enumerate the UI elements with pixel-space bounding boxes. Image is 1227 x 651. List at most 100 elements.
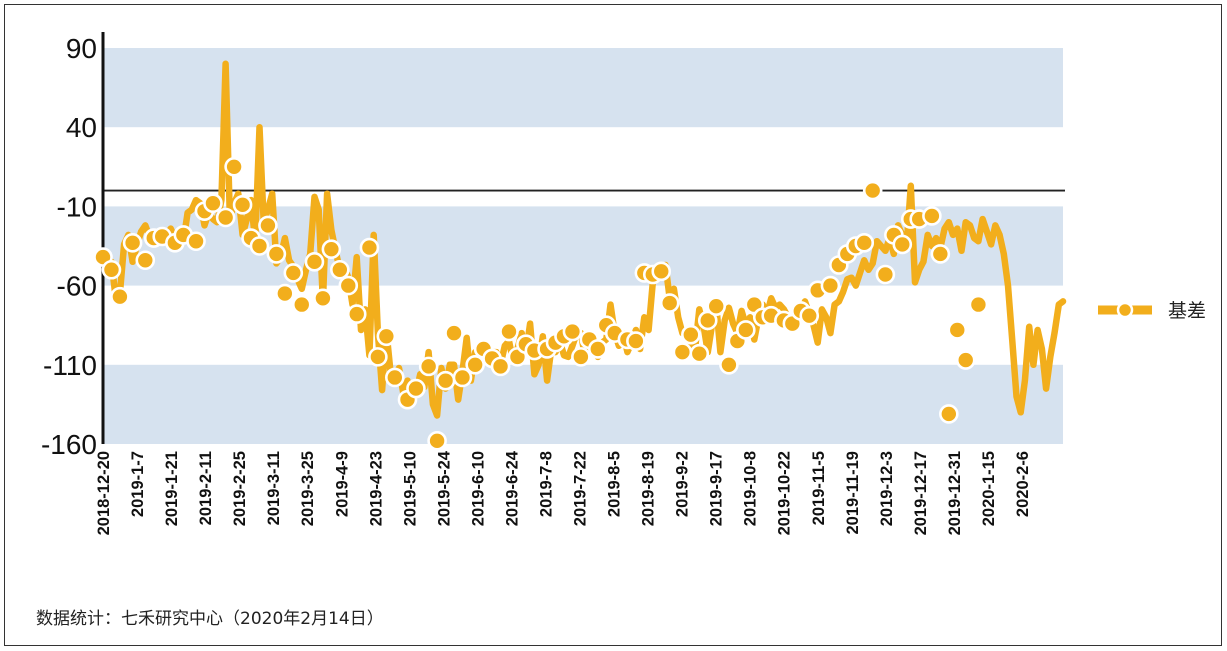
data-point: [697, 310, 718, 331]
data-point: [435, 370, 456, 391]
grid-band: [103, 48, 1063, 128]
data-point: [135, 250, 156, 271]
x-tick-label: 2019-11-19: [844, 451, 862, 535]
data-point: [376, 326, 397, 347]
data-point: [689, 343, 710, 364]
x-tick-label: 2019-2-11: [197, 451, 215, 525]
y-tick-label: 40: [66, 112, 97, 143]
data-point: [232, 195, 253, 215]
x-tick-label: 2019-4-23: [367, 451, 385, 526]
data-point: [291, 294, 312, 315]
data-point: [854, 233, 875, 253]
data-point: [799, 305, 820, 326]
data-point: [313, 288, 333, 309]
data-point: [249, 236, 270, 256]
y-tick-labels: 90 40 -10 -60 -110 -160: [41, 33, 97, 460]
data-point: [939, 404, 959, 424]
x-tick-label: 2019-12-17: [912, 451, 930, 535]
data-point: [203, 193, 223, 214]
source-note: 数据统计：七禾研究中心（2020年2月14日）: [36, 609, 384, 629]
data-point: [444, 323, 464, 343]
x-tick-label: 2019-1-21: [163, 451, 181, 526]
x-tick-labels: 2018-12-20 2019-1-7 2019-1-21 2019-2-11 2019…: [95, 450, 1032, 535]
data-point: [930, 244, 951, 264]
x-tick-label: 2019-5-24: [435, 450, 453, 526]
x-tick-label: 2019-7-22: [572, 451, 590, 526]
x-tick-label: 2019-3-25: [299, 451, 317, 526]
data-point: [719, 354, 739, 375]
chart-frame: [4, 4, 1222, 646]
y-tick-label: -10: [57, 191, 97, 222]
x-tick-label: 2019-4-9: [333, 451, 351, 517]
data-point: [224, 157, 244, 177]
data-point: [359, 237, 380, 258]
data-point: [490, 356, 511, 377]
data-point: [258, 215, 278, 236]
data-point: [330, 259, 350, 280]
data-point: [955, 350, 976, 370]
x-tick-label: 2020-1-15: [980, 451, 998, 526]
series-basis: [93, 60, 1067, 451]
data-point: [736, 320, 756, 340]
data-point: [385, 367, 405, 388]
data-point: [651, 261, 672, 282]
data-point: [418, 356, 439, 377]
x-tick-label: 2019-8-5: [606, 451, 624, 517]
data-point: [820, 275, 841, 296]
data-point: [681, 324, 701, 345]
x-tick-label: 2019-5-10: [401, 451, 419, 526]
data-point: [947, 320, 968, 340]
data-point: [283, 263, 304, 283]
data-point: [626, 331, 646, 351]
data-point: [862, 180, 883, 201]
x-tick-label: 2019-12-31: [946, 451, 964, 535]
data-point: [266, 244, 287, 264]
x-tick-label: 2019-12-3: [878, 451, 896, 526]
legend-label: 基差: [1168, 300, 1206, 322]
legend-marker-swatch: [1116, 301, 1134, 319]
grid-band: [103, 364, 1063, 444]
data-point: [465, 354, 485, 375]
x-tick-label: 2019-6-10: [469, 451, 487, 526]
data-point: [562, 321, 583, 342]
data-point: [304, 252, 325, 272]
x-tick-label: 2019-3-11: [265, 451, 283, 525]
data-point: [368, 347, 388, 367]
y-tick-label: -60: [57, 271, 97, 302]
data-point: [875, 264, 896, 285]
data-point: [346, 304, 367, 324]
data-point: [321, 239, 342, 259]
data-point: [659, 293, 680, 313]
y-tick-label: -110: [43, 350, 97, 381]
data-point: [122, 233, 143, 253]
data-point: [110, 286, 130, 307]
data-point: [186, 231, 206, 252]
data-point: [499, 321, 519, 342]
x-tick-label: 2019-6-24: [503, 450, 521, 526]
data-point: [588, 339, 608, 359]
x-tick-label: 2019-11-5: [810, 451, 828, 525]
data-point: [892, 234, 913, 255]
x-tick-label: 2019-9-17: [708, 451, 726, 526]
x-tick-label: 2019-7-8: [537, 451, 555, 517]
data-point: [101, 259, 122, 280]
x-tick-label: 2020-2-6: [1014, 451, 1032, 517]
x-tick-label: 2019-10-8: [742, 451, 760, 526]
y-tick-label: -160: [41, 429, 97, 460]
data-point: [706, 296, 727, 316]
data-point: [922, 206, 942, 226]
data-point: [571, 347, 591, 367]
data-point: [672, 342, 693, 362]
legend: 基差: [1098, 300, 1206, 322]
y-tick-label: 90: [66, 33, 97, 64]
data-point: [275, 283, 295, 304]
x-tick-label: 2019-1-7: [129, 451, 147, 517]
data-point: [968, 294, 989, 315]
data-point: [406, 378, 426, 399]
x-tick-label: 2019-10-22: [776, 451, 794, 535]
data-point: [452, 367, 473, 388]
data-point: [215, 207, 236, 228]
data-point: [338, 275, 359, 296]
x-tick-label: 2019-9-2: [674, 451, 692, 517]
